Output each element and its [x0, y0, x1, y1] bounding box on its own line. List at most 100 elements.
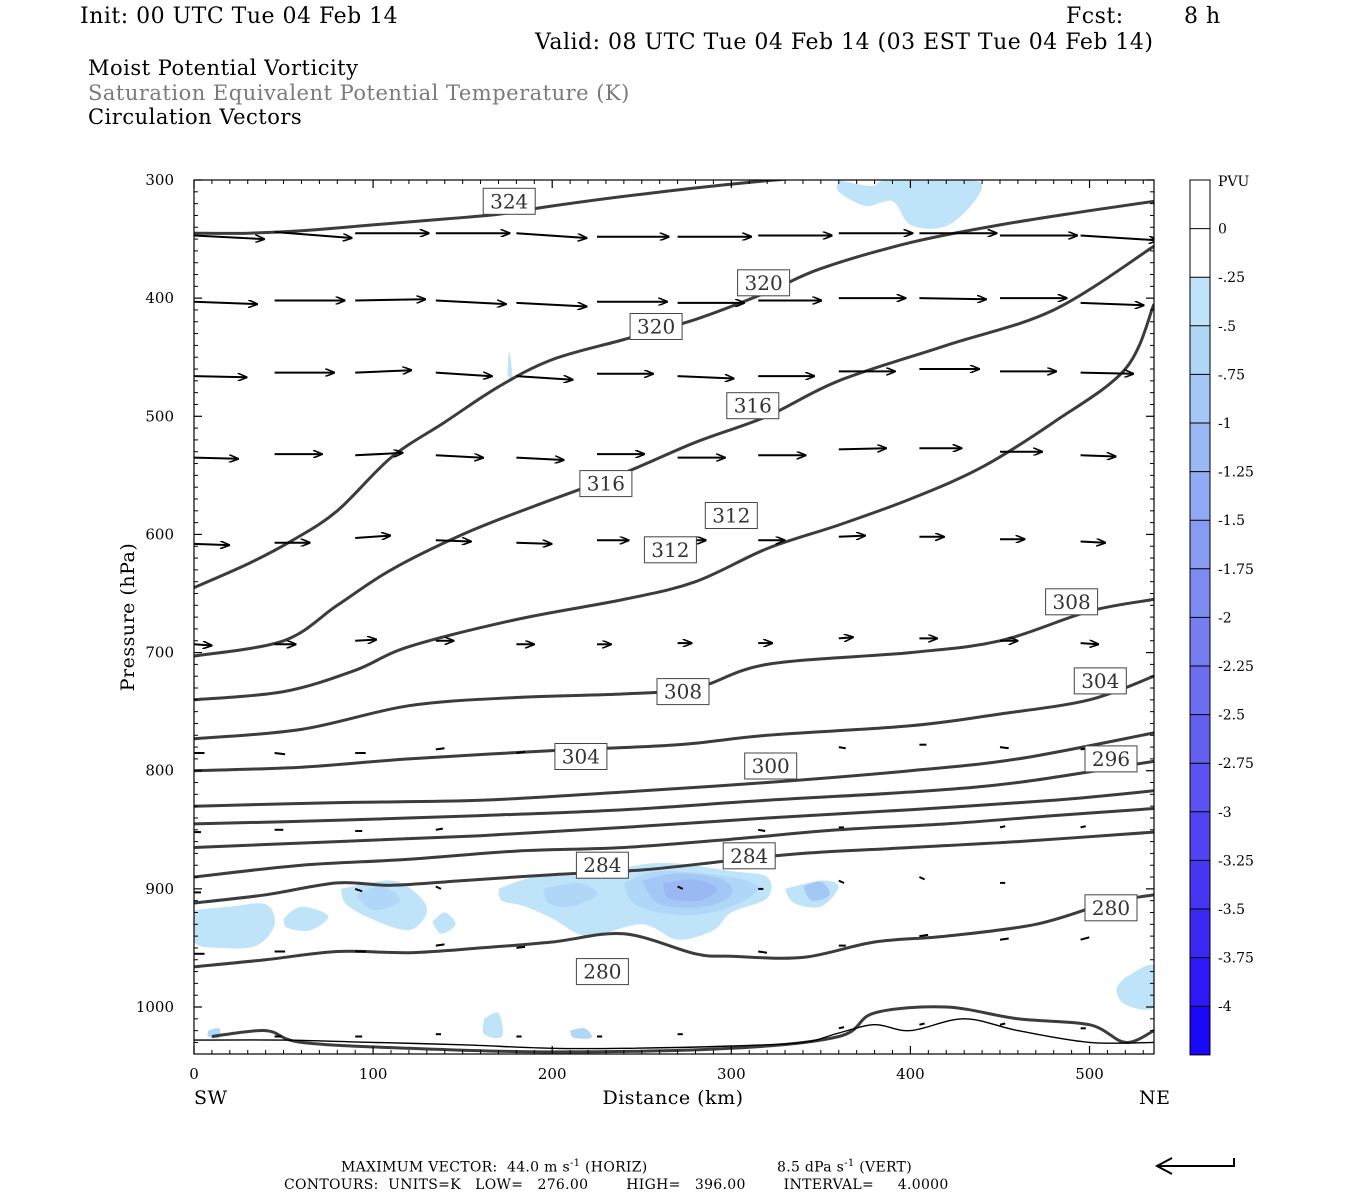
x-endpoint-sw: SW: [194, 1087, 228, 1109]
colorbar-label: -1.25: [1218, 465, 1254, 481]
contour-label-312: 312: [643, 536, 697, 564]
vector-40: [516, 458, 563, 460]
y-tick-label: 1000: [136, 998, 174, 1016]
x-tick-label: 200: [538, 1065, 567, 1083]
valid-time: Valid: 08 UTC Tue 04 Feb 14 (03 EST Tue …: [535, 30, 1154, 55]
contour-300: [194, 731, 1154, 808]
vector-91: [435, 885, 442, 890]
contour-label-text: 296: [1092, 747, 1130, 771]
contour-label-text: 316: [734, 394, 772, 418]
contour-label-text: 280: [583, 960, 621, 984]
colorbar-label: -4: [1218, 999, 1232, 1015]
contour-312: [194, 303, 1154, 702]
vector-105: [999, 937, 1009, 941]
vector-94: [838, 879, 845, 884]
vector-68: [838, 637, 853, 638]
contour-label-box: [726, 392, 780, 420]
colorbar-label: -.5: [1218, 319, 1236, 335]
vector-51: [435, 540, 471, 541]
mpv-region-17: [570, 1028, 592, 1039]
mpv-region-12: [355, 886, 401, 911]
colorbar-swatch: [1190, 617, 1210, 667]
contour-label-box: [722, 842, 776, 870]
contour-label-text: 280: [1092, 896, 1130, 920]
vector-92: [677, 885, 684, 890]
mpv-region-2: [194, 903, 275, 949]
vector-79: [999, 746, 1009, 750]
contour-label-text: 284: [583, 853, 621, 877]
colorbar-label: -2.25: [1218, 659, 1254, 675]
vector-84: [435, 827, 443, 831]
vector-28: [516, 375, 572, 380]
field-title-vectors: Circulation Vectors: [88, 105, 303, 129]
y-axis: 300 400 500 600 700 800 900 1000: [136, 171, 1154, 1043]
vector-27: [435, 371, 492, 377]
vector-44: [838, 448, 886, 449]
x-tick-label: 400: [896, 1065, 925, 1083]
vector-87: [999, 825, 1006, 829]
y-tick-label: 600: [145, 525, 174, 543]
mpv-region-9: [482, 1012, 503, 1039]
contour-320: [194, 199, 1154, 589]
colorbar-label: -2.5: [1218, 708, 1245, 724]
contour-label-304: 304: [554, 743, 608, 770]
colorbar-swatch: [1190, 325, 1210, 375]
colorbar-swatch: [1190, 811, 1210, 861]
y-tick-label: 700: [145, 644, 174, 662]
vector-115: [999, 1022, 1006, 1026]
forecast-hour: 8 h: [1184, 4, 1221, 29]
contour-288: [194, 807, 1154, 879]
vector-60: [194, 644, 212, 645]
contour-label-box: [1084, 894, 1138, 922]
contour-label-box: [575, 958, 629, 986]
vector-56: [838, 536, 865, 537]
contour-label-box: [656, 678, 710, 706]
reference-vector-arrow-icon: [1154, 1157, 1235, 1175]
contour-label-308: 308: [656, 678, 710, 706]
vector-52: [516, 543, 551, 544]
contour-label-box: [629, 313, 683, 340]
vector-75: [435, 747, 445, 751]
vector-90: [354, 887, 363, 893]
colorbar-label: -3.25: [1218, 853, 1254, 869]
colorbar-label: -1.75: [1218, 562, 1254, 578]
vector-23: [1080, 303, 1144, 305]
vector-24: [194, 376, 247, 377]
vector-95: [918, 876, 926, 881]
x-axis: 0 100 200 300 400 500: [189, 180, 1144, 1083]
vector-106: [1080, 936, 1090, 941]
colorbar-label: -.25: [1218, 270, 1245, 286]
colorbar-swatch: [1190, 228, 1210, 278]
vector-100: [435, 943, 445, 947]
contour-label-box: [554, 743, 608, 770]
colorbar-label: -1: [1218, 416, 1232, 432]
vector-16: [516, 301, 586, 307]
vector-62: [355, 640, 376, 641]
contour-label-text: 304: [562, 745, 600, 769]
pvu-colorbar: 0 -.25 -.5 -.75 -1 -1.25 -1.5 -1.75 -2 -2.25 -2.5 -…: [1189, 179, 1254, 1056]
vector-11: [1080, 234, 1154, 241]
colorbar-swatch: [1190, 860, 1210, 910]
x-axis-label: Distance (km): [602, 1087, 743, 1109]
vector-76: [516, 750, 526, 754]
contour-label-box: [482, 187, 536, 215]
vector-113: [838, 1026, 845, 1030]
mpv-region-1: [507, 351, 513, 382]
contour-label-text: 320: [745, 271, 783, 295]
mpv-region-5: [432, 912, 456, 934]
contour-label-text: 308: [1053, 590, 1091, 614]
colorbar-swatch: [1190, 666, 1210, 716]
y-axis-label: Pressure (hPa): [117, 543, 139, 692]
vector-30: [677, 376, 734, 378]
y-tick-label: 800: [145, 762, 174, 780]
contour-label-box: [744, 752, 798, 780]
terrain-surface: [194, 1018, 1154, 1050]
mpv-region-14: [803, 881, 831, 901]
contour-label-box: [575, 851, 629, 879]
y-tick-label: 900: [145, 880, 174, 898]
y-tick-label: 400: [145, 289, 174, 307]
colorbar-swatch: [1190, 277, 1210, 327]
colorbar-swatch: [1190, 374, 1210, 424]
colorbar-swatch: [1190, 714, 1210, 764]
